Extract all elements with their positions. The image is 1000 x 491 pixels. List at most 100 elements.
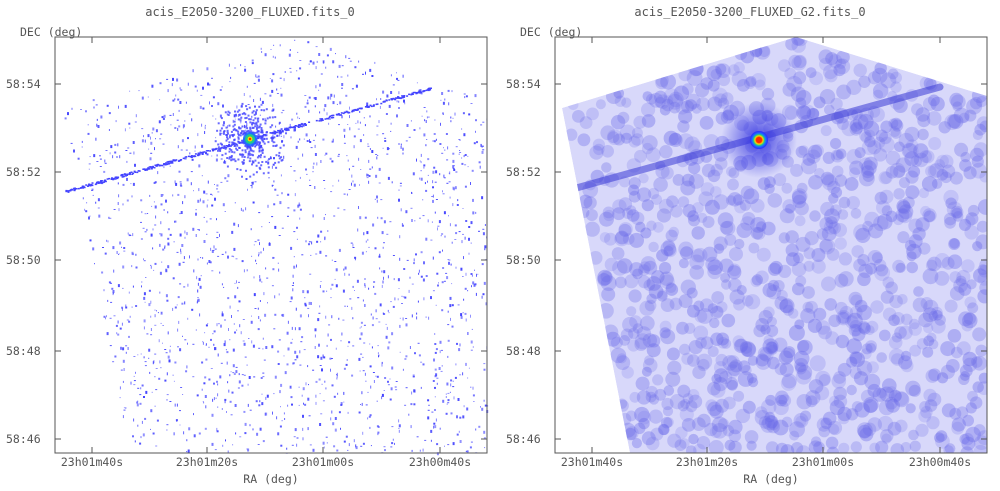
smoothed-blob [766,284,782,300]
photon-event [467,332,469,335]
smoothed-blob [950,205,964,219]
photon-event [179,101,182,104]
smoothed-blob [971,356,983,368]
smoothed-blob [837,209,849,220]
photon-event [257,75,260,78]
smoothed-blob [926,111,942,126]
smoothed-blob [905,403,916,414]
streak-event [403,96,406,98]
photon-event [141,128,144,130]
photon-event [441,152,444,154]
photon-event [296,70,298,72]
photon-event [175,220,177,223]
photon-event [472,386,474,390]
streak-event [108,177,111,180]
photon-event [228,150,231,153]
photon-event [162,325,164,326]
photon-event [455,146,458,148]
photon-event [454,224,457,227]
photon-event [434,351,437,354]
photon-event [389,221,392,223]
smoothed-blob [867,71,882,85]
sky-image-plot-right[interactable]: 23h01m40s 23h01m20s 23h01m00s 23h00m40s58:5… [500,0,1000,491]
photon-event [354,258,356,261]
photon-event [238,373,240,376]
smoothed-blob [719,258,734,273]
photon-event [146,333,149,335]
photon-event [258,254,260,257]
photon-event [338,317,340,320]
smoothed-blob [849,351,863,364]
smoothed-blob [945,359,960,373]
photon-event [438,367,441,370]
photon-event [254,145,257,148]
smoothed-blob [747,355,758,366]
photon-event [264,313,267,317]
photon-event [443,280,446,282]
photon-event [167,331,169,335]
smoothed-blob [600,275,617,292]
photon-event [399,235,401,239]
smoothed-blob [816,228,829,240]
streak-event [88,183,91,186]
streak-event [340,112,343,114]
smoothed-blob [874,265,891,281]
photon-event [127,147,130,149]
photon-event [267,302,268,304]
photon-event [414,352,416,355]
photon-event [253,244,255,246]
streak-event [295,125,298,127]
photon-event [260,377,263,379]
photon-event [331,283,334,286]
photon-event [408,413,410,416]
smoothed-blob [833,223,847,237]
photon-event [237,130,240,133]
photon-event [270,137,273,139]
smoothed-blob [872,387,887,402]
photon-event [290,296,293,300]
photon-event [335,53,336,55]
smoothed-blob [815,370,831,387]
photon-event [484,245,487,249]
photon-event [432,170,435,174]
smoothed-blob [772,280,785,292]
photon-event [272,103,274,107]
streak-event [67,190,70,192]
sky-image-plot-left[interactable]: 23h01m40s 23h01m20s 23h01m00s 23h00m40s58:5… [0,0,500,491]
smoothed-blob [662,239,675,252]
photon-event [459,150,461,151]
photon-event [322,354,324,358]
photon-event [422,448,424,452]
photon-event [324,104,327,108]
photon-event [398,429,400,433]
photon-event [422,215,425,217]
photon-event [159,82,162,85]
photon-event [405,387,408,389]
photon-event [123,250,126,252]
smoothed-blob [621,97,632,108]
smoothed-blob [861,160,877,176]
photon-event [155,215,157,219]
smoothed-blob [859,170,875,187]
photon-event [236,114,238,117]
smoothed-blob [838,196,851,209]
photon-event [133,151,135,155]
photon-event [460,267,463,271]
photon-event [175,419,178,422]
photon-event [444,445,445,447]
photon-event [318,378,321,381]
smoothed-blob [639,261,652,274]
photon-event [442,112,444,115]
photon-event [219,150,222,152]
smoothed-blob [678,241,694,257]
smoothed-blob [874,62,887,75]
smoothed-blob [660,73,676,90]
streak-event [304,123,307,125]
photon-event [251,62,254,65]
photon-event [271,124,274,127]
photon-event [217,122,220,125]
smoothed-blob [824,104,835,116]
photon-event [379,267,381,270]
photon-event [470,273,473,275]
streak-event [69,190,72,192]
